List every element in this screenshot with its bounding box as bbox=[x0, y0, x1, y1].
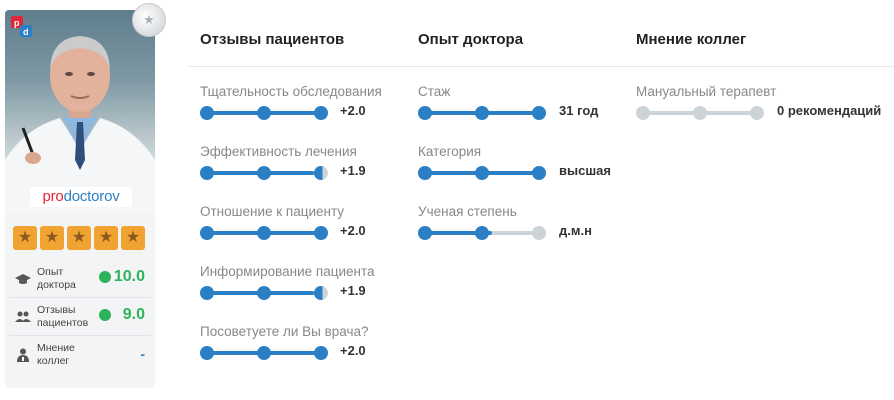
bar-fill bbox=[424, 231, 493, 235]
rating-value: 0 рекомендаций bbox=[777, 103, 882, 118]
metric-value: 9.0 bbox=[122, 306, 145, 323]
header-divider bbox=[188, 66, 894, 67]
rating-value: высшая bbox=[559, 163, 611, 178]
doctor-photo: p d prodoctorov bbox=[5, 10, 155, 212]
column-title-reviews: Отзывы пациентов bbox=[200, 31, 345, 48]
bar-marker bbox=[693, 106, 707, 120]
rating-item-colleagues: Мануальный терапевт 0 рекомендаций bbox=[636, 84, 881, 120]
users-icon bbox=[15, 311, 31, 322]
rating-bar bbox=[418, 226, 546, 240]
rating-bar bbox=[418, 106, 546, 120]
bar-marker bbox=[475, 106, 489, 120]
bar-marker bbox=[750, 106, 764, 120]
rating-label: Эффективность лечения bbox=[200, 144, 357, 159]
star-icon: ★ bbox=[67, 226, 91, 250]
bar-marker bbox=[257, 166, 271, 180]
rating-bar bbox=[200, 286, 328, 300]
svg-text:p: p bbox=[14, 18, 20, 28]
column-title-experience: Опыт доктора bbox=[418, 31, 524, 48]
rating-bar bbox=[200, 226, 328, 240]
bar-marker bbox=[257, 106, 271, 120]
star-icon: ★ bbox=[40, 226, 64, 250]
brand-watermark: prodoctorov bbox=[30, 187, 132, 207]
rating-label: Информирование пациента bbox=[200, 264, 375, 279]
metric-value: - bbox=[140, 346, 145, 362]
rating-item-reviews: Тщательность обследования +2.0 bbox=[200, 84, 382, 120]
bar-marker bbox=[475, 166, 489, 180]
rating-value: +1.9 bbox=[340, 283, 366, 298]
rating-stars: ★ ★ ★ ★ ★ bbox=[13, 226, 145, 250]
bar-marker bbox=[200, 226, 214, 240]
bar-marker bbox=[200, 106, 214, 120]
doctor-card: p d prodoctorov ★ ★ ★ ★ ★ Опыт доктора 1… bbox=[5, 10, 155, 388]
bar-marker bbox=[257, 286, 271, 300]
experience-column: Опыт доктора bbox=[418, 30, 523, 52]
column-title-colleagues: Мнение коллег bbox=[636, 31, 747, 48]
rating-item-experience: Стаж 31 год bbox=[418, 84, 598, 120]
rating-item-reviews: Отношение к пациенту +2.0 bbox=[200, 204, 366, 240]
bar-marker bbox=[314, 346, 328, 360]
rating-label: Отношение к пациенту bbox=[200, 204, 345, 219]
bar-marker bbox=[532, 166, 546, 180]
bar-marker bbox=[314, 106, 328, 120]
rating-label: Посоветуете ли Вы врача? bbox=[200, 324, 369, 339]
reviews-column: Отзывы пациентов bbox=[200, 30, 344, 52]
rating-bar bbox=[418, 166, 546, 180]
rating-bar bbox=[200, 166, 328, 180]
rating-value: д.м.н bbox=[559, 223, 592, 238]
svg-text:d: d bbox=[23, 27, 29, 37]
bar-marker bbox=[314, 286, 328, 300]
colleagues-column: Мнение коллег bbox=[636, 30, 746, 52]
rating-bar bbox=[200, 346, 328, 360]
metric-value: 10.0 bbox=[113, 268, 145, 285]
metric-label: Отзывы пациентов bbox=[37, 304, 89, 329]
bar-marker bbox=[200, 286, 214, 300]
rating-label: Категория bbox=[418, 144, 482, 159]
rating-bar bbox=[200, 106, 328, 120]
star-icon: ★ bbox=[94, 226, 118, 250]
rating-item-reviews: Информирование пациента +1.9 bbox=[200, 264, 375, 300]
bar-marker bbox=[636, 106, 650, 120]
bar-marker bbox=[532, 226, 546, 240]
star-icon: ★ bbox=[13, 226, 37, 250]
rating-label: Тщательность обследования bbox=[200, 84, 382, 99]
rating-item-reviews: Посоветуете ли Вы врача? +2.0 bbox=[200, 324, 369, 360]
rating-item-reviews: Эффективность лечения +1.9 bbox=[200, 144, 366, 180]
bar-marker bbox=[418, 166, 432, 180]
bar-marker bbox=[418, 106, 432, 120]
bar-marker bbox=[475, 226, 489, 240]
rating-value: 31 год bbox=[559, 103, 599, 118]
rating-label: Ученая степень bbox=[418, 204, 517, 219]
bar-marker bbox=[200, 166, 214, 180]
doctor-icon bbox=[17, 348, 29, 362]
rating-bar bbox=[636, 106, 764, 120]
metric-reviews[interactable]: Отзывы пациентов 9.0 bbox=[9, 298, 151, 336]
rating-value: +2.0 bbox=[340, 103, 366, 118]
prodoctorov-logo-icon: p d bbox=[11, 16, 33, 38]
metric-colleagues[interactable]: Мнение коллег - bbox=[9, 336, 151, 374]
rating-label: Стаж bbox=[418, 84, 451, 99]
star-icon: ★ bbox=[121, 226, 145, 250]
bar-marker bbox=[314, 166, 328, 180]
status-dot bbox=[99, 309, 111, 321]
rating-item-experience: Ученая степень д.м.н bbox=[418, 204, 592, 240]
bar-marker bbox=[314, 226, 328, 240]
graduation-cap-icon bbox=[15, 274, 31, 284]
bar-marker bbox=[257, 226, 271, 240]
rating-value: +1.9 bbox=[340, 163, 366, 178]
bar-marker bbox=[418, 226, 432, 240]
metrics-list: Опыт доктора 10.0 Отзывы пациентов 9.0 М… bbox=[5, 260, 155, 374]
metric-label: Опыт доктора bbox=[37, 266, 76, 291]
metric-label: Мнение коллег bbox=[37, 342, 75, 367]
rating-value: +2.0 bbox=[340, 223, 366, 238]
bar-marker bbox=[257, 346, 271, 360]
bar-marker bbox=[532, 106, 546, 120]
status-dot bbox=[99, 271, 111, 283]
metric-experience[interactable]: Опыт доктора 10.0 bbox=[9, 260, 151, 298]
rating-label: Мануальный терапевт bbox=[636, 84, 777, 99]
award-badge-icon: ★ bbox=[132, 3, 166, 37]
rating-item-experience: Категория высшая bbox=[418, 144, 611, 180]
bar-marker bbox=[200, 346, 214, 360]
rating-value: +2.0 bbox=[340, 343, 366, 358]
